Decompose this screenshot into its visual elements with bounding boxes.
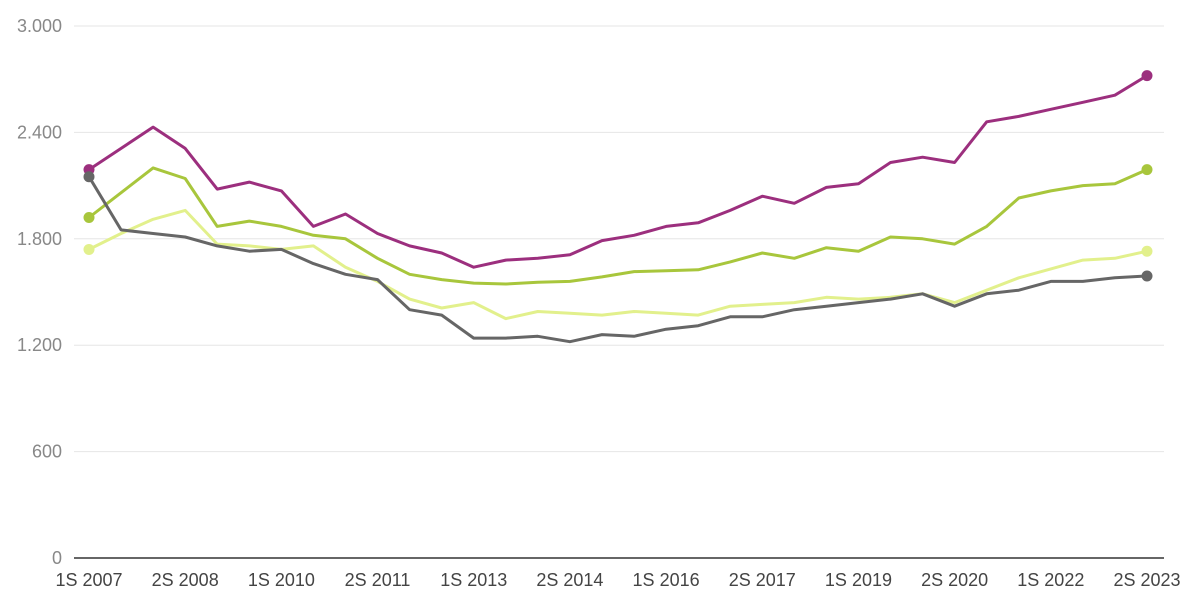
x-tick-label: 1S 2013 (440, 570, 507, 590)
y-axis-tick-labels: 0 600 1.200 1.800 2.400 3.000 (17, 16, 62, 568)
x-tick-label: 1S 2010 (248, 570, 315, 590)
series-1-end-point (1141, 70, 1153, 82)
series-3-end-point (1141, 245, 1153, 257)
y-tick-label: 1.200 (17, 335, 62, 355)
series-3-start-point (83, 243, 95, 255)
x-tick-label: 2S 2023 (1113, 570, 1180, 590)
series-line-4 (87, 175, 1149, 344)
series-line-1 (87, 74, 1149, 269)
y-tick-label: 600 (32, 442, 62, 462)
y-tick-label: 3.000 (17, 16, 62, 36)
x-tick-label: 1S 2019 (825, 570, 892, 590)
x-tick-label: 1S 2022 (1017, 570, 1084, 590)
series-line-2 (87, 166, 1149, 286)
y-tick-label: 0 (52, 548, 62, 568)
x-tick-label: 1S 2007 (55, 570, 122, 590)
x-tick-label: 2S 2011 (345, 570, 411, 590)
series-4-end-point (1141, 270, 1153, 282)
series-end-markers (83, 70, 1153, 282)
x-tick-label: 2S 2014 (536, 570, 603, 590)
y-tick-label: 2.400 (17, 122, 62, 142)
x-tick-label: 2S 2017 (729, 570, 796, 590)
series-4-start-point (83, 171, 95, 183)
x-axis-tick-labels: 1S 2007 2S 2008 1S 2010 2S 2011 1S 2013 2S 20… (55, 570, 1180, 590)
x-tick-label: 1S 2016 (633, 570, 700, 590)
series-2-end-point (1141, 164, 1153, 176)
series-lines (87, 74, 1149, 344)
x-tick-label: 2S 2008 (152, 570, 219, 590)
y-tick-label: 1.800 (17, 229, 62, 249)
x-tick-label: 2S 2020 (921, 570, 988, 590)
series-line-3 (87, 208, 1149, 321)
series-2-start-point (83, 212, 95, 224)
